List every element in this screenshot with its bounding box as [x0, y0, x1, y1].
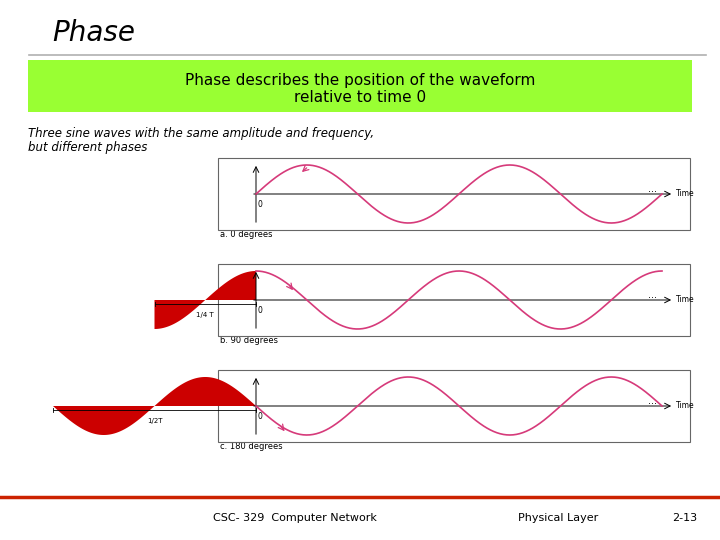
Bar	[218, 370, 690, 442]
Text: Phase: Phase	[52, 19, 135, 47]
Text: Phase describes the position of the waveform: Phase describes the position of the wave…	[185, 72, 535, 87]
Bar	[218, 264, 690, 336]
Text: b. 90 degrees: b. 90 degrees	[220, 336, 278, 345]
Text: Three sine waves with the same amplitude and frequency,: Three sine waves with the same amplitude…	[28, 126, 374, 139]
Bar	[218, 158, 690, 230]
Text: 0: 0	[258, 306, 263, 315]
Text: but different phases: but different phases	[28, 140, 148, 153]
Text: 2-13: 2-13	[672, 513, 698, 523]
Text: ...: ...	[648, 290, 657, 300]
Text: 0: 0	[258, 412, 263, 421]
Text: Time: Time	[676, 402, 695, 410]
Polygon shape	[155, 271, 256, 329]
Text: 0: 0	[258, 200, 263, 209]
Text: 1/2T: 1/2T	[147, 418, 162, 424]
Text: Time: Time	[676, 190, 695, 199]
Text: a. 0 degrees: a. 0 degrees	[220, 230, 272, 239]
Text: ...: ...	[648, 396, 657, 406]
Text: Time: Time	[676, 295, 695, 305]
Text: CSC- 329  Computer Network: CSC- 329 Computer Network	[213, 513, 377, 523]
Polygon shape	[53, 377, 256, 435]
Text: ...: ...	[648, 184, 657, 194]
Text: 1/4 T: 1/4 T	[197, 312, 214, 318]
Text: c. 180 degrees: c. 180 degrees	[220, 442, 283, 451]
Text: Physical Layer: Physical Layer	[518, 513, 598, 523]
Bar	[28, 60, 692, 112]
Text: relative to time 0: relative to time 0	[294, 90, 426, 105]
